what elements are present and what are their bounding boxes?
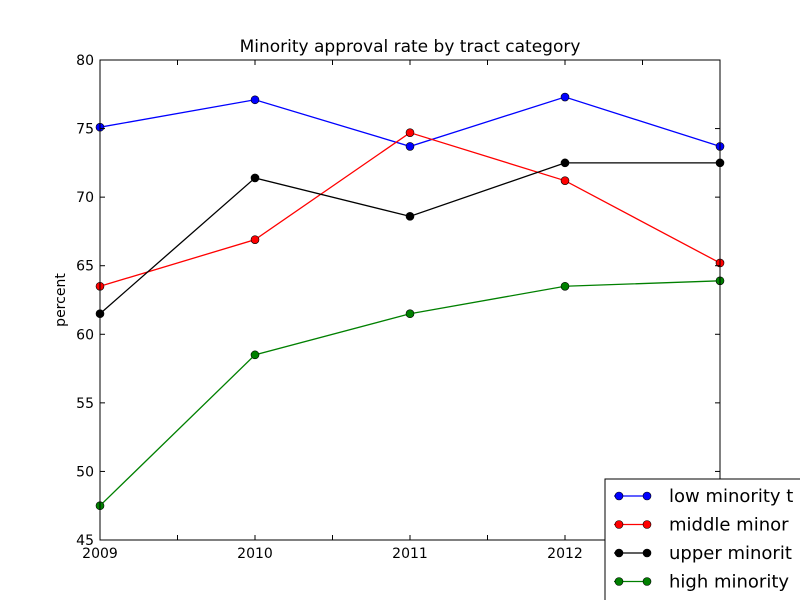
legend-label-high-minority: high minority: [669, 572, 789, 593]
y-tick-label: 65: [76, 259, 94, 275]
data-point-middle-minority: [405, 128, 415, 137]
y-tick-label: 70: [76, 190, 94, 206]
y-tick-label: 55: [76, 396, 94, 412]
y-tick-label: 75: [76, 122, 94, 138]
data-point-high-minority: [560, 281, 570, 291]
data-point-upper-minority: [405, 212, 415, 221]
series-line-low-minority: [99, 96, 721, 148]
legend-marker: [614, 520, 624, 529]
legend-marker: [614, 491, 624, 501]
y-axis-label: percent: [53, 273, 69, 327]
legend-marker: [614, 577, 624, 586]
legend-marker: [642, 577, 652, 586]
y-tick-label: 60: [76, 327, 94, 343]
data-point-middle-minority: [560, 176, 570, 185]
x-tick-label: 2011: [392, 546, 428, 562]
legend-marker: [642, 520, 652, 529]
data-point-high-minority: [250, 350, 260, 360]
legend-label-low-minority: low minority t: [669, 486, 793, 507]
legend-label-upper-minority: upper minorit: [669, 543, 792, 564]
legend-marker: [642, 548, 652, 558]
data-point-high-minority: [405, 309, 415, 319]
legend-label-middle-minority: middle minor: [669, 515, 789, 536]
y-tick-label: 45: [76, 533, 94, 549]
data-point-low-minority: [250, 95, 260, 105]
data-point-upper-minority: [560, 158, 570, 168]
y-tick-label: 50: [76, 464, 94, 480]
legend-marker: [642, 491, 652, 501]
data-point-low-minority: [405, 142, 415, 151]
data-point-low-minority: [560, 92, 570, 102]
legend-marker: [614, 548, 624, 558]
x-tick-label: 2009: [82, 546, 118, 562]
y-tick-label: 80: [76, 53, 94, 69]
series-line-upper-minority: [99, 162, 720, 315]
x-tick-label: 2010: [237, 546, 273, 562]
x-tick-label: 2012: [547, 546, 583, 562]
legend-box: [604, 478, 800, 600]
data-point-upper-minority: [250, 173, 260, 183]
data-point-middle-minority: [250, 235, 260, 244]
series-line-middle-minority: [99, 131, 721, 287]
chart-title: Minority approval rate by tract category: [240, 37, 581, 57]
